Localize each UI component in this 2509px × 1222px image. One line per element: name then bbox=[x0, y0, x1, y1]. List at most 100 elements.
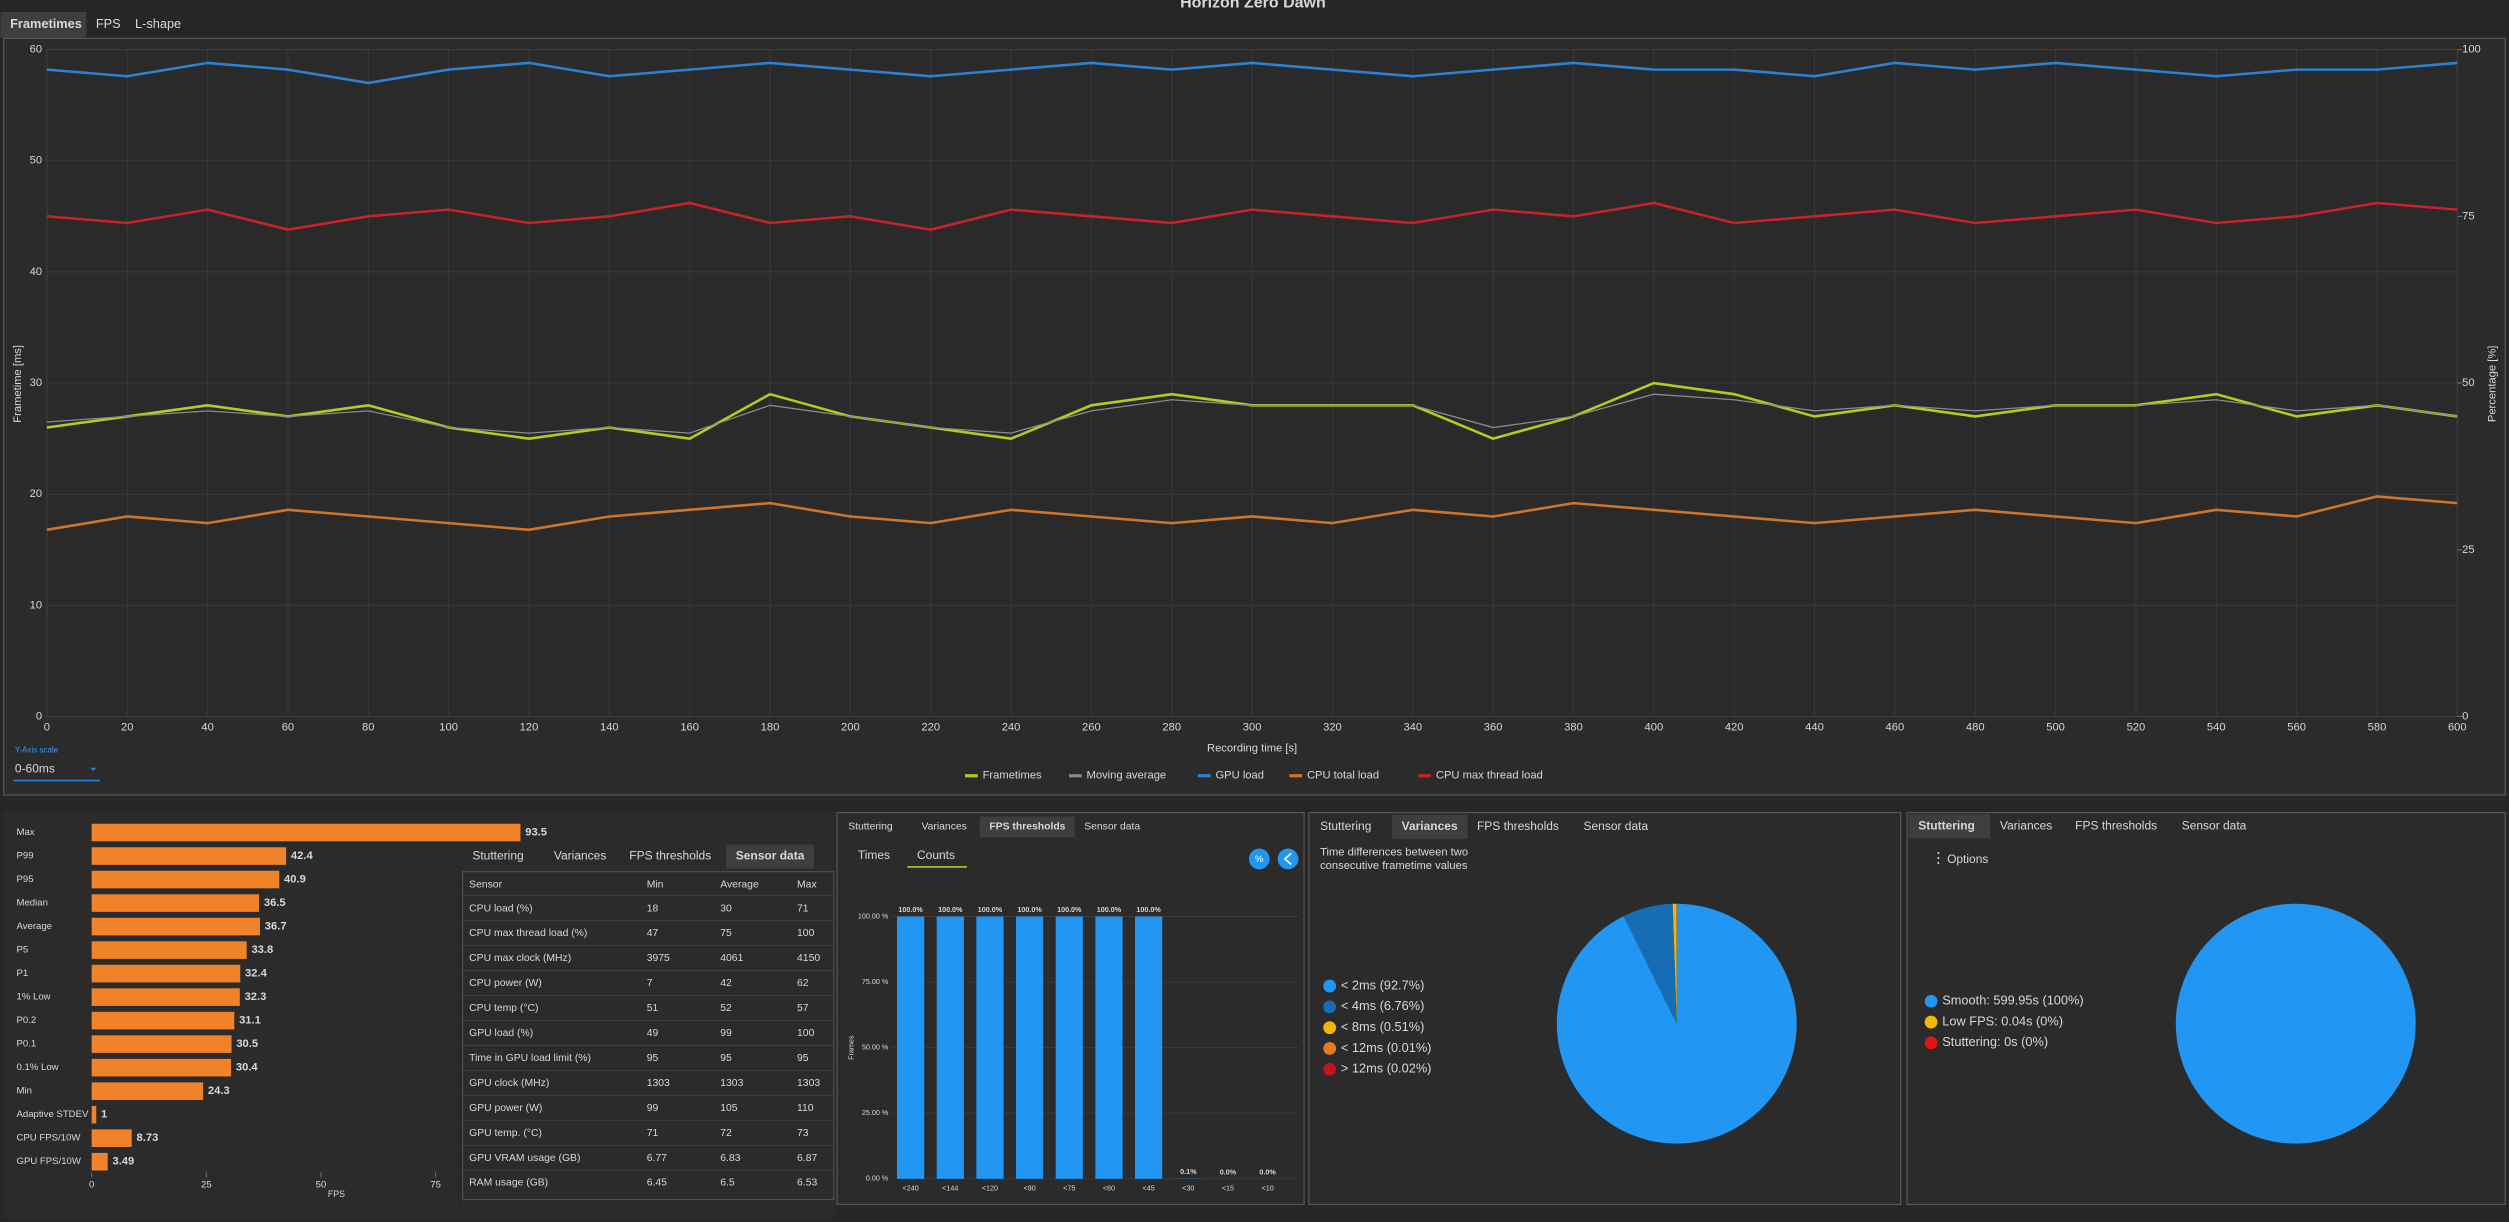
table-cell: CPU load (%) bbox=[469, 903, 532, 914]
legend-label: Smooth: 599.95s (100%) bbox=[1942, 993, 2083, 1008]
tab[interactable]: Variances bbox=[2000, 818, 2052, 832]
bar-category: P95 bbox=[17, 874, 34, 885]
bar bbox=[91, 917, 260, 936]
x-tick-label: 600 bbox=[2448, 722, 2467, 734]
percent-icon: % bbox=[1255, 854, 1264, 865]
x-tick-label: 580 bbox=[2368, 722, 2387, 734]
y-axis-scale-label: Y-Axis scale bbox=[15, 745, 59, 754]
table-cell: 99 bbox=[647, 1103, 659, 1114]
table-cell: 105 bbox=[720, 1103, 738, 1114]
series-line bbox=[46, 61, 2458, 85]
x-tick-label: 320 bbox=[1323, 722, 1342, 734]
x-axis-label: Recording time [s] bbox=[1207, 743, 1297, 755]
pie-slice bbox=[2175, 903, 2416, 1144]
tab[interactable]: Variances bbox=[554, 849, 606, 863]
y-tick-label: 0 bbox=[36, 711, 42, 723]
legend-marker bbox=[1924, 1036, 1938, 1050]
table-cell: 1303 bbox=[797, 1078, 820, 1089]
x-tick-label: 25 bbox=[201, 1180, 212, 1191]
tab[interactable]: Stuttering bbox=[1320, 819, 1371, 833]
bar-value-label: 30.5 bbox=[236, 1038, 258, 1050]
y-axis-label: Frametime [ms] bbox=[12, 345, 24, 423]
table-cell: 95 bbox=[720, 1053, 732, 1064]
tab[interactable]: Stuttering bbox=[1918, 818, 1975, 832]
bar-value-label: 24.3 bbox=[208, 1085, 230, 1097]
tab[interactable]: FPS thresholds bbox=[989, 822, 1065, 833]
y-tick-label: 20 bbox=[30, 488, 42, 500]
tab[interactable]: Variances bbox=[921, 822, 966, 833]
y-tick-label: 75.00 % bbox=[862, 977, 889, 986]
table-cell: 6.87 bbox=[797, 1153, 817, 1164]
y-axis-scale-value[interactable]: 0-60ms bbox=[15, 762, 55, 776]
subtab[interactable]: Counts bbox=[917, 848, 955, 862]
x-tick-label: 300 bbox=[1243, 722, 1262, 734]
x-tick-label: 220 bbox=[921, 722, 940, 734]
bar-category: Median bbox=[17, 898, 48, 909]
table-cell: 6.5 bbox=[720, 1178, 735, 1189]
bar bbox=[1135, 916, 1163, 1179]
bar bbox=[91, 1058, 232, 1077]
tab[interactable]: Frametimes bbox=[10, 16, 82, 31]
table-cell: 49 bbox=[647, 1028, 659, 1039]
x-tick-label: 480 bbox=[1966, 722, 1985, 734]
tab[interactable]: L-shape bbox=[135, 16, 181, 31]
x-tick-label: 500 bbox=[2046, 722, 2065, 734]
dropdown-arrow[interactable] bbox=[90, 767, 97, 771]
table-cell: 52 bbox=[720, 1003, 732, 1014]
tab[interactable]: FPS thresholds bbox=[629, 849, 711, 863]
legend-label: Low FPS: 0.04s (0%) bbox=[1942, 1013, 2063, 1028]
x-tick-label: <15 bbox=[1222, 1183, 1234, 1192]
table-cell: 47 bbox=[647, 928, 659, 939]
bar bbox=[91, 964, 241, 983]
table-border bbox=[462, 871, 835, 1201]
legend-label: Moving average bbox=[1087, 770, 1167, 782]
y-tick-label: 100.00 % bbox=[858, 911, 889, 920]
x-tick-label: 280 bbox=[1162, 722, 1181, 734]
tab[interactable]: Stuttering bbox=[848, 822, 893, 833]
legend-label: < 8ms (0.51%) bbox=[1341, 1019, 1424, 1034]
bar bbox=[91, 870, 280, 889]
subtab[interactable]: Times bbox=[858, 848, 890, 862]
tab[interactable]: FPS bbox=[96, 16, 121, 31]
x-tick-label: 120 bbox=[520, 722, 539, 734]
bar bbox=[91, 941, 247, 959]
table-cell: 18 bbox=[647, 903, 659, 914]
x-tick-label: 80 bbox=[362, 722, 374, 734]
x-tick-label: 100 bbox=[439, 722, 458, 734]
options-label[interactable]: Options bbox=[1947, 852, 1988, 866]
bar-category: P1 bbox=[17, 968, 29, 979]
legend-label: CPU max thread load bbox=[1436, 770, 1543, 782]
tab[interactable]: Sensor data bbox=[736, 849, 805, 863]
tab[interactable]: Sensor data bbox=[2182, 818, 2247, 832]
x-tick-label: 240 bbox=[1002, 722, 1021, 734]
tab[interactable]: FPS thresholds bbox=[2075, 818, 2157, 832]
bar bbox=[91, 847, 287, 865]
subtitle: consecutive frametime values bbox=[1320, 860, 1468, 872]
bar-value-label: 100.0% bbox=[1057, 905, 1082, 914]
x-tick-label: 0 bbox=[89, 1180, 94, 1191]
x-tick-label: <240 bbox=[903, 1183, 919, 1192]
back-button[interactable] bbox=[1277, 848, 1299, 870]
table-cell: GPU clock (MHz) bbox=[469, 1078, 549, 1089]
pie-slice bbox=[1623, 903, 1677, 1024]
legend-marker bbox=[1323, 1042, 1337, 1055]
x-tick-label: <60 bbox=[1103, 1183, 1115, 1192]
legend-label: < 4ms (6.76%) bbox=[1341, 998, 1424, 1013]
tab-selected bbox=[0, 11, 87, 38]
tab[interactable]: Sensor data bbox=[1584, 819, 1649, 833]
y2-axis-label: Percentage [%] bbox=[2486, 346, 2498, 422]
series-line bbox=[46, 393, 2458, 434]
tab[interactable]: FPS thresholds bbox=[1477, 819, 1559, 833]
options-icon[interactable]: ⋮ bbox=[1931, 851, 1945, 867]
tab[interactable]: Sensor data bbox=[1084, 822, 1140, 833]
subtitle: Time differences between two bbox=[1320, 846, 1468, 858]
table-cell: 6.53 bbox=[797, 1178, 817, 1189]
x-tick-label: 75 bbox=[430, 1180, 441, 1191]
bar bbox=[91, 1129, 132, 1147]
tab[interactable]: Stuttering bbox=[472, 849, 523, 863]
bar-value-label: 36.7 bbox=[265, 921, 287, 933]
tab-selected bbox=[1908, 814, 1991, 839]
percent-button[interactable] bbox=[1248, 848, 1270, 870]
tab[interactable]: Variances bbox=[1402, 819, 1458, 833]
y-tick-label: 60 bbox=[30, 44, 42, 56]
